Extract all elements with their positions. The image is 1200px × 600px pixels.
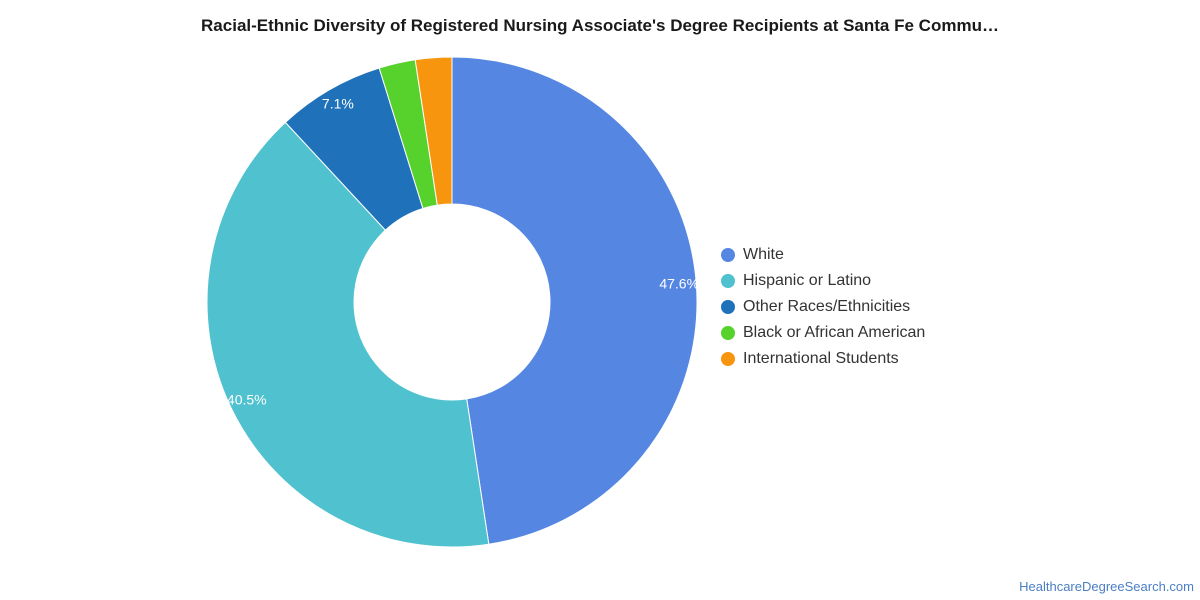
slice-label-other-races-ethnicities: 7.1% <box>322 95 354 111</box>
legend-label: Other Races/Ethnicities <box>743 298 911 315</box>
legend-label: International Students <box>743 350 899 367</box>
slice-label-white: 47.6% <box>659 276 699 292</box>
chart-legend: White Hispanic or Latino Other Races/Ethni… <box>721 242 925 372</box>
legend-swatch <box>721 352 735 366</box>
slice-label-hispanic-or-latino: 40.5% <box>227 392 267 408</box>
source-credit[interactable]: HealthcareDegreeSearch.com <box>1019 579 1194 594</box>
legend-item-other-races-ethnicities[interactable]: Other Races/Ethnicities <box>721 294 925 320</box>
slice-international-students[interactable] <box>414 56 453 206</box>
legend-swatch <box>721 274 735 288</box>
legend-swatch <box>721 300 735 314</box>
legend-item-international-students[interactable]: International Students <box>721 346 925 372</box>
legend-item-black-or-african-american[interactable]: Black or African American <box>721 320 925 346</box>
chart-title: Racial-Ethnic Diversity of Registered Nu… <box>201 16 999 35</box>
legend-label: Hispanic or Latino <box>743 272 872 289</box>
legend-swatch <box>721 248 735 262</box>
legend-label: White <box>743 246 784 263</box>
legend-label: Black or African American <box>743 324 926 341</box>
legend-item-hispanic-or-latino[interactable]: Hispanic or Latino <box>721 268 925 294</box>
legend-item-white[interactable]: White <box>721 242 925 268</box>
slice-hispanic-or-latino[interactable] <box>206 121 490 548</box>
legend-swatch <box>721 326 735 340</box>
slice-white[interactable] <box>451 56 698 545</box>
